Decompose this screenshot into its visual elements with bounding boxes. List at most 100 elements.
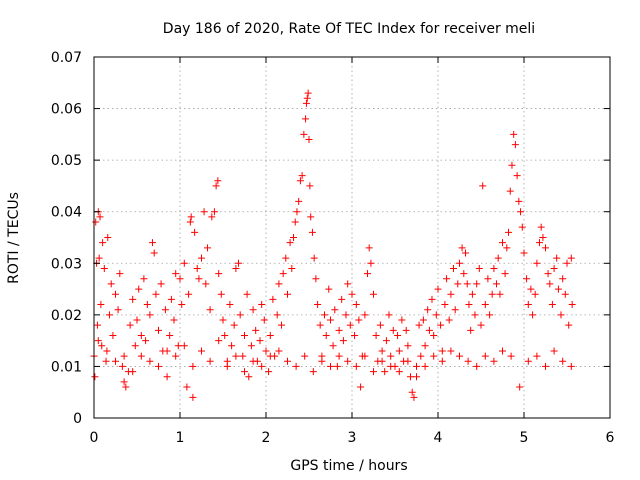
data-point [275,347,283,355]
data-point [335,326,343,334]
data-point [361,352,369,360]
data-point [406,373,414,381]
axis-ticks [93,56,611,419]
data-point [273,311,281,319]
data-point [553,254,561,262]
data-point [394,331,402,339]
data-point [488,290,496,298]
data-point [413,373,420,381]
data-point [513,172,521,180]
data-point [539,234,547,241]
data-point [309,368,317,376]
y-axis-label: ROTI / TECUs [6,192,22,284]
data-point [187,213,195,221]
data-point [342,311,350,319]
data-point [463,280,471,288]
data-point [378,357,386,365]
data-point [215,270,223,278]
data-point [563,259,571,267]
data-point [302,99,310,107]
data-point [93,321,101,329]
data-point [351,331,359,339]
data-point [348,290,356,298]
data-point [533,352,541,360]
data-point [382,337,390,345]
data-point [95,254,103,262]
y-tick-label: 0.01 [51,359,82,375]
data-point [275,280,283,288]
data-point [208,213,216,221]
data-point [372,331,380,339]
data-point [277,321,285,329]
data-point [445,316,453,324]
data-point [484,275,492,283]
data-point [109,331,117,339]
data-point [320,311,328,319]
data-point [219,316,227,324]
data-point [344,280,352,288]
data-point [398,316,406,324]
data-point [140,275,148,283]
data-point [339,337,347,345]
data-point [537,223,545,231]
data-point [265,368,273,376]
y-tick-label: 0 [73,411,82,427]
data-point [247,342,255,350]
data-point [307,213,315,221]
data-point [344,357,352,365]
data-point [456,352,463,360]
data-point [241,368,248,376]
data-point [424,306,432,314]
data-point [428,295,436,303]
data-point [515,197,523,205]
data-point [163,373,171,381]
data-point [172,270,180,278]
data-point [193,264,201,272]
data-point [148,239,156,247]
data-point [544,270,552,278]
data-point [378,347,386,355]
data-point [438,357,446,365]
data-point [496,290,504,298]
data-point [410,393,418,401]
y-tick-labels: 0 0.01 0.02 0.03 0.04 0.05 0.06 0.07 [51,50,82,427]
x-tick-label: 4 [434,430,443,446]
data-point [481,301,489,309]
data-point [170,316,178,324]
data-point [150,249,158,257]
data-point [226,301,234,309]
data-points [90,89,576,401]
data-point [241,331,248,339]
data-point [293,208,301,216]
data-point [481,352,489,360]
data-point [302,115,310,123]
data-point [120,352,128,360]
data-point [508,161,516,169]
data-point [189,362,197,370]
data-point [214,177,222,185]
data-point [568,301,576,309]
data-point [131,342,139,350]
data-point [189,393,197,401]
data-point [304,89,312,97]
data-point [542,362,549,370]
data-point [381,368,389,376]
data-point [291,218,299,226]
data-point [510,130,518,138]
data-point [157,280,165,288]
data-point [172,352,180,360]
data-point [542,244,549,252]
data-point [146,311,154,319]
data-point [105,311,113,319]
data-point [561,290,569,298]
data-point [200,208,208,216]
data-point [434,285,442,293]
data-point [335,352,343,360]
data-point [438,347,446,355]
data-point [395,368,403,376]
data-point [292,362,300,370]
data-point [456,259,463,267]
x-tick-label: 5 [520,430,529,446]
data-point [282,254,290,262]
data-point [503,244,511,252]
